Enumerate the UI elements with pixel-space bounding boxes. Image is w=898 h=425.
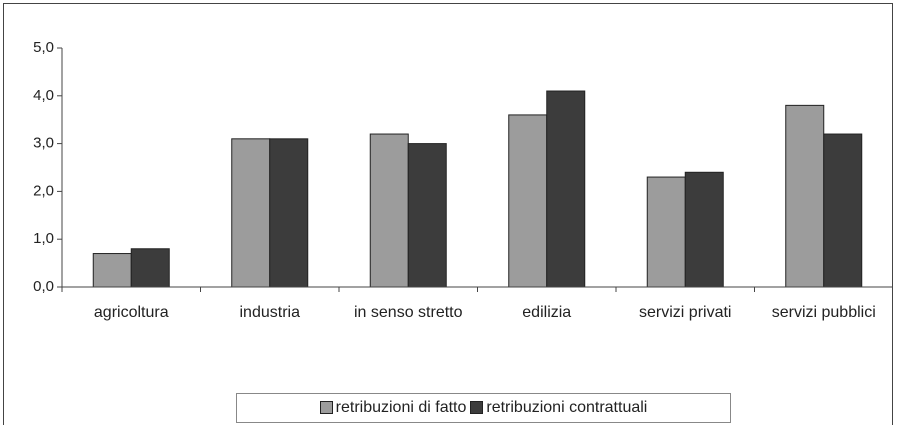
y-tick-label: 2,0 <box>33 182 54 199</box>
legend-label: retribuzioni di fatto <box>335 399 467 416</box>
y-tick-label: 0,0 <box>33 278 54 295</box>
bar <box>546 90 586 288</box>
x-tick-label: agricoltura <box>93 304 169 321</box>
bar <box>92 253 132 288</box>
bar <box>231 138 271 288</box>
bar <box>130 248 170 288</box>
y-tick-label: 3,0 <box>33 135 54 152</box>
bar <box>646 176 686 288</box>
y-tick-label: 4,0 <box>33 87 54 104</box>
x-tick-label: edilizia <box>522 304 572 321</box>
bar <box>508 114 548 288</box>
y-tick-label: 1,0 <box>33 230 54 247</box>
x-tick-label: in senso stretto <box>354 304 463 321</box>
legend: retribuzioni di fatto retribuzioni contra… <box>236 393 731 423</box>
legend-label: retribuzioni contrattuali <box>486 399 648 416</box>
x-tick-label: servizi pubblici <box>771 304 876 321</box>
legend-item: retribuzioni di fatto <box>319 399 467 417</box>
bar <box>785 104 825 288</box>
bar <box>269 138 309 288</box>
bar <box>407 143 447 288</box>
bar <box>684 171 724 288</box>
x-tick-label: servizi privati <box>639 304 732 321</box>
x-tick-label: industria <box>239 304 300 321</box>
legend-swatch <box>319 401 333 415</box>
bar <box>369 133 409 288</box>
chart-frame <box>3 3 893 425</box>
y-tick-label: 5,0 <box>33 39 54 56</box>
bar <box>823 133 863 288</box>
legend-swatch <box>470 401 484 415</box>
legend-item: retribuzioni contrattuali <box>470 399 647 417</box>
